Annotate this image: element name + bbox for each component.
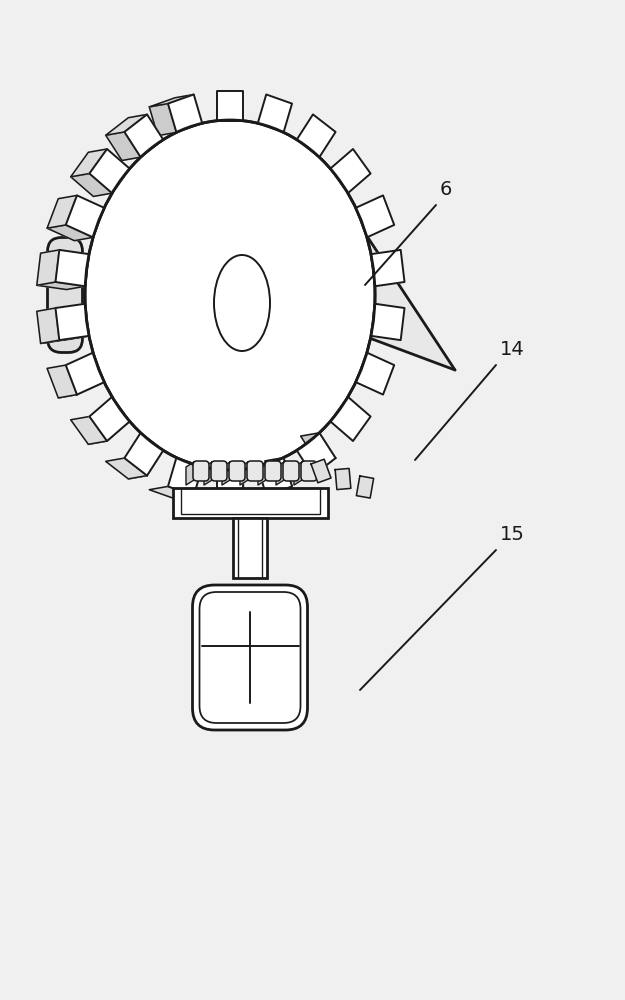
- Polygon shape: [294, 462, 302, 485]
- Polygon shape: [37, 250, 59, 285]
- Polygon shape: [356, 195, 394, 237]
- FancyBboxPatch shape: [48, 237, 82, 353]
- Polygon shape: [124, 114, 163, 157]
- Polygon shape: [240, 462, 248, 485]
- Polygon shape: [186, 462, 194, 485]
- Polygon shape: [66, 353, 104, 395]
- Polygon shape: [124, 433, 163, 476]
- Polygon shape: [89, 149, 130, 193]
- FancyBboxPatch shape: [247, 461, 263, 481]
- Polygon shape: [47, 195, 77, 228]
- Text: 6: 6: [440, 180, 452, 199]
- Polygon shape: [168, 94, 202, 132]
- FancyBboxPatch shape: [229, 461, 245, 481]
- Polygon shape: [168, 458, 202, 496]
- Polygon shape: [330, 397, 371, 441]
- Text: 15: 15: [500, 525, 525, 544]
- Polygon shape: [216, 91, 244, 121]
- Text: 14: 14: [500, 340, 525, 359]
- Polygon shape: [356, 353, 394, 395]
- Polygon shape: [71, 149, 107, 177]
- FancyBboxPatch shape: [193, 461, 209, 481]
- Polygon shape: [58, 382, 104, 398]
- Polygon shape: [356, 476, 374, 498]
- Polygon shape: [330, 149, 371, 193]
- Polygon shape: [41, 336, 89, 343]
- Polygon shape: [94, 235, 455, 370]
- FancyBboxPatch shape: [192, 585, 308, 730]
- Polygon shape: [37, 308, 59, 343]
- Polygon shape: [71, 416, 107, 444]
- Polygon shape: [198, 499, 244, 503]
- Polygon shape: [88, 421, 130, 444]
- Polygon shape: [335, 468, 351, 490]
- FancyBboxPatch shape: [211, 461, 227, 481]
- Polygon shape: [258, 458, 292, 496]
- Polygon shape: [149, 104, 176, 136]
- Polygon shape: [106, 132, 141, 160]
- Polygon shape: [47, 365, 77, 398]
- Polygon shape: [294, 458, 336, 479]
- Polygon shape: [276, 462, 284, 485]
- Polygon shape: [371, 304, 404, 340]
- Ellipse shape: [214, 255, 270, 351]
- Polygon shape: [47, 225, 93, 241]
- Polygon shape: [222, 462, 230, 485]
- Polygon shape: [56, 250, 89, 286]
- Polygon shape: [37, 282, 85, 290]
- Polygon shape: [258, 94, 292, 132]
- Polygon shape: [128, 450, 163, 479]
- FancyBboxPatch shape: [283, 461, 299, 481]
- Ellipse shape: [85, 120, 375, 470]
- Bar: [233, 518, 267, 578]
- Bar: [173, 488, 328, 518]
- Polygon shape: [371, 250, 404, 286]
- FancyBboxPatch shape: [265, 461, 281, 481]
- Polygon shape: [225, 469, 244, 503]
- Polygon shape: [106, 114, 147, 135]
- Polygon shape: [175, 467, 203, 499]
- Polygon shape: [66, 195, 104, 237]
- Polygon shape: [204, 462, 212, 485]
- Polygon shape: [149, 486, 194, 499]
- FancyBboxPatch shape: [301, 461, 317, 481]
- Polygon shape: [297, 433, 336, 476]
- Polygon shape: [301, 433, 336, 461]
- Polygon shape: [258, 462, 266, 485]
- Polygon shape: [311, 459, 331, 483]
- Polygon shape: [297, 114, 336, 157]
- Polygon shape: [216, 469, 244, 499]
- Polygon shape: [248, 486, 292, 499]
- Polygon shape: [71, 174, 112, 196]
- Polygon shape: [56, 304, 89, 340]
- Polygon shape: [265, 458, 292, 490]
- Polygon shape: [149, 94, 194, 107]
- Polygon shape: [89, 397, 130, 441]
- Bar: [181, 488, 319, 514]
- Polygon shape: [106, 458, 147, 479]
